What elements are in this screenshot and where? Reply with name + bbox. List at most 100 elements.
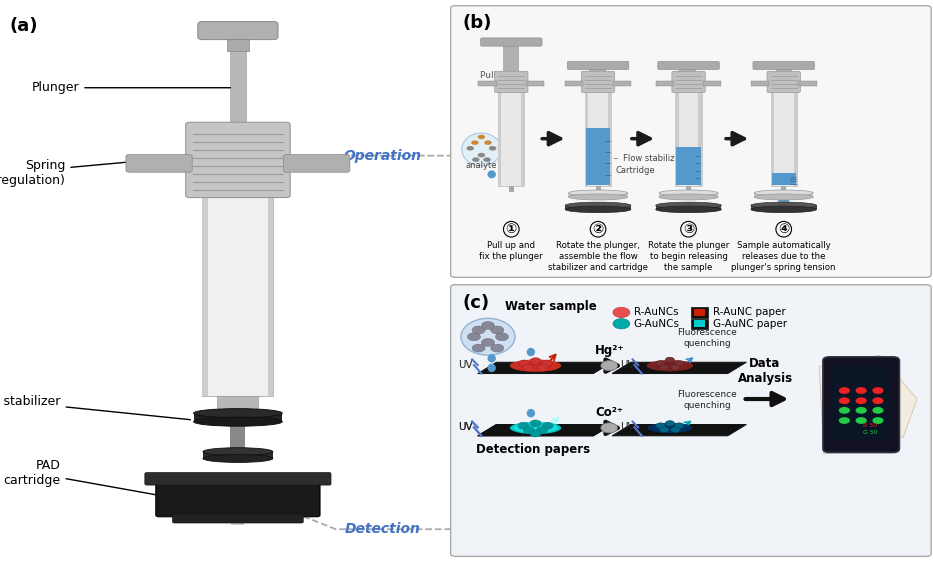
Circle shape [856, 397, 867, 404]
Circle shape [601, 361, 618, 371]
Ellipse shape [526, 409, 535, 418]
Bar [608, 91, 611, 186]
Circle shape [472, 326, 485, 334]
Circle shape [665, 421, 675, 426]
Bar [781, 186, 787, 192]
FancyBboxPatch shape [658, 61, 719, 70]
Text: Rotate the plunger,
assemble the flow
stabilizer and cartridge: Rotate the plunger, assemble the flow st… [548, 241, 648, 272]
Text: ③: ③ [683, 223, 694, 235]
Text: ④: ④ [778, 223, 789, 235]
Bar [230, 422, 245, 456]
Bar [751, 205, 816, 209]
Text: Fluorescence
quenching: Fluorescence quenching [677, 328, 737, 348]
Ellipse shape [568, 194, 628, 200]
Bar [585, 91, 611, 186]
Circle shape [541, 360, 552, 367]
Text: G-AuNCs: G-AuNCs [634, 319, 679, 329]
Circle shape [856, 387, 867, 394]
Text: G-AuNC paper: G-AuNC paper [713, 319, 787, 329]
FancyBboxPatch shape [567, 61, 629, 70]
Text: Hg²⁺: Hg²⁺ [594, 344, 624, 357]
Circle shape [542, 422, 553, 429]
Bar [771, 91, 773, 186]
Text: R 50: R 50 [863, 423, 877, 428]
Ellipse shape [487, 170, 496, 178]
Ellipse shape [656, 202, 721, 209]
Circle shape [530, 430, 541, 437]
Bar [585, 91, 588, 186]
Bar [595, 186, 601, 192]
Circle shape [481, 338, 494, 346]
Text: UV: UV [620, 422, 634, 432]
Circle shape [601, 423, 618, 433]
Circle shape [478, 153, 485, 157]
FancyBboxPatch shape [186, 122, 290, 198]
Circle shape [660, 427, 669, 432]
Ellipse shape [526, 348, 535, 357]
FancyBboxPatch shape [480, 38, 542, 46]
Bar [231, 477, 244, 525]
Ellipse shape [509, 359, 561, 372]
Circle shape [675, 361, 684, 366]
Bar [498, 91, 524, 186]
Bar [776, 68, 791, 72]
Ellipse shape [659, 190, 718, 196]
Bar [675, 91, 678, 186]
Text: UV: UV [458, 359, 473, 370]
Bar [526, 81, 544, 85]
Ellipse shape [461, 318, 515, 355]
Text: Data
Analysis: Data Analysis [737, 357, 793, 385]
Circle shape [478, 135, 485, 139]
Bar [656, 81, 674, 85]
Circle shape [665, 357, 675, 363]
Ellipse shape [568, 190, 628, 196]
Circle shape [613, 319, 630, 329]
Ellipse shape [194, 417, 282, 426]
Text: Pull up and
fix the plunger: Pull up and fix the plunger [480, 241, 543, 261]
Bar [691, 307, 708, 318]
FancyBboxPatch shape [672, 71, 705, 92]
Circle shape [872, 407, 884, 414]
FancyBboxPatch shape [832, 367, 890, 440]
Text: Spring
(Flow regulation): Spring (Flow regulation) [0, 156, 196, 187]
Bar [202, 195, 273, 396]
Bar [754, 193, 814, 197]
Ellipse shape [648, 423, 692, 433]
Circle shape [656, 361, 665, 366]
Polygon shape [819, 355, 917, 454]
Ellipse shape [203, 454, 272, 462]
Bar [613, 81, 631, 85]
FancyBboxPatch shape [767, 71, 801, 92]
Ellipse shape [513, 423, 558, 433]
Bar [268, 195, 273, 396]
Polygon shape [478, 424, 612, 436]
Text: R-AuNCs: R-AuNCs [634, 307, 678, 318]
Bar [479, 81, 496, 85]
Ellipse shape [462, 133, 501, 166]
Bar [694, 309, 705, 316]
FancyBboxPatch shape [451, 6, 931, 277]
Circle shape [671, 427, 680, 432]
FancyBboxPatch shape [494, 71, 528, 92]
Text: Rotate the plunger
to begin releasing
the sample: Rotate the plunger to begin releasing th… [648, 241, 730, 272]
Bar [772, 174, 796, 185]
Circle shape [656, 423, 665, 428]
Ellipse shape [565, 206, 631, 213]
Ellipse shape [659, 194, 718, 200]
FancyBboxPatch shape [145, 473, 331, 485]
Text: (c): (c) [463, 294, 490, 312]
Bar [568, 193, 628, 197]
Text: Detection: Detection [344, 522, 421, 536]
FancyBboxPatch shape [284, 155, 350, 172]
Ellipse shape [647, 360, 693, 371]
Text: ①: ① [506, 223, 517, 235]
Circle shape [675, 423, 684, 428]
Circle shape [537, 365, 549, 371]
Bar [691, 319, 708, 329]
Polygon shape [478, 362, 612, 374]
Circle shape [530, 420, 541, 427]
Bar [675, 91, 702, 186]
Circle shape [518, 422, 529, 429]
Circle shape [613, 307, 630, 318]
Text: Fluorescence
quenching: Fluorescence quenching [677, 391, 737, 410]
